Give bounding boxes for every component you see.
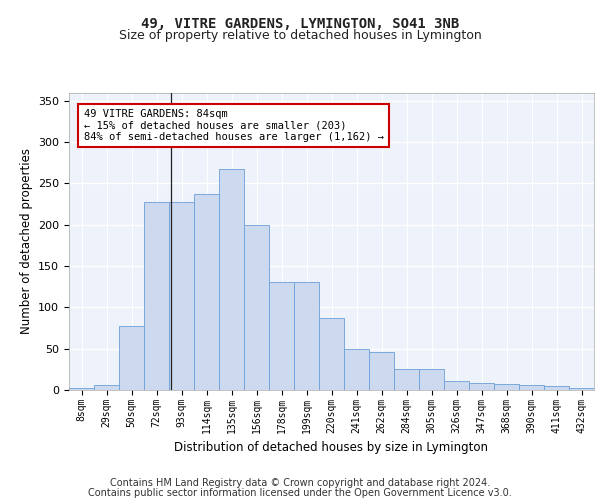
- Bar: [219, 170, 244, 390]
- Text: 49, VITRE GARDENS, LYMINGTON, SO41 3NB: 49, VITRE GARDENS, LYMINGTON, SO41 3NB: [141, 18, 459, 32]
- Bar: [419, 370, 444, 390]
- Bar: [169, 202, 194, 390]
- Bar: [244, 224, 269, 390]
- Bar: [469, 384, 494, 390]
- Bar: [119, 326, 144, 390]
- Bar: [144, 202, 169, 390]
- Bar: [494, 384, 519, 390]
- Bar: [194, 194, 219, 390]
- Y-axis label: Number of detached properties: Number of detached properties: [20, 148, 32, 334]
- Bar: [344, 348, 369, 390]
- Bar: [444, 381, 469, 390]
- Bar: [519, 385, 544, 390]
- Text: Contains HM Land Registry data © Crown copyright and database right 2024.: Contains HM Land Registry data © Crown c…: [110, 478, 490, 488]
- Text: 49 VITRE GARDENS: 84sqm
← 15% of detached houses are smaller (203)
84% of semi-d: 49 VITRE GARDENS: 84sqm ← 15% of detache…: [83, 109, 383, 142]
- Text: Contains public sector information licensed under the Open Government Licence v3: Contains public sector information licen…: [88, 488, 512, 498]
- Bar: [369, 352, 394, 390]
- Bar: [69, 388, 94, 390]
- X-axis label: Distribution of detached houses by size in Lymington: Distribution of detached houses by size …: [175, 441, 488, 454]
- Bar: [269, 282, 294, 390]
- Bar: [394, 370, 419, 390]
- Bar: [94, 385, 119, 390]
- Bar: [544, 386, 569, 390]
- Bar: [294, 282, 319, 390]
- Bar: [319, 318, 344, 390]
- Text: Size of property relative to detached houses in Lymington: Size of property relative to detached ho…: [119, 29, 481, 42]
- Bar: [569, 388, 594, 390]
